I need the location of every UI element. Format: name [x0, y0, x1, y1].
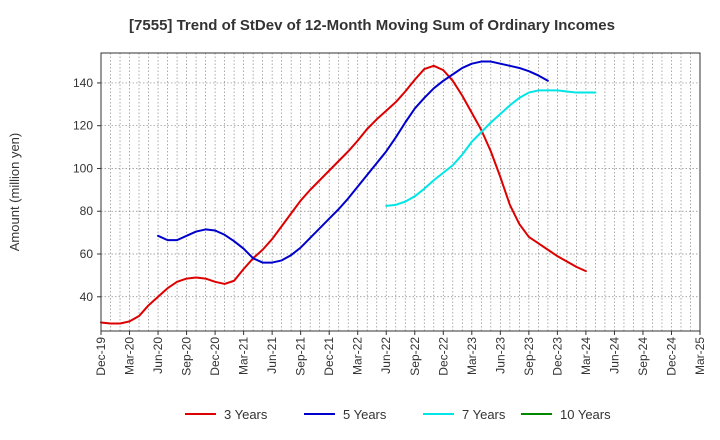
- x-tick-label: Mar-23: [465, 337, 479, 375]
- legend-item-7-years: 7 Years: [423, 407, 506, 422]
- legend-item-3-years: 3 Years: [185, 407, 268, 422]
- legend-label: 5 Years: [343, 407, 387, 422]
- x-tick-label: Sep-23: [522, 337, 536, 376]
- x-tick-label: Mar-25: [693, 337, 707, 375]
- x-tick-label: Dec-24: [664, 337, 678, 376]
- x-tick-label: Jun-21: [265, 337, 279, 374]
- legend-label: 10 Years: [560, 407, 611, 422]
- legend-label: 3 Years: [224, 407, 268, 422]
- x-tick-label: Jun-24: [607, 337, 621, 374]
- x-tick-label: Mar-20: [123, 337, 137, 375]
- x-tick-label: Mar-22: [351, 337, 365, 375]
- x-tick-label: Sep-20: [180, 337, 194, 376]
- legend-item-10-years: 10 Years: [521, 407, 611, 422]
- x-tick-label: Dec-23: [550, 337, 564, 376]
- x-tick-label: Dec-19: [94, 337, 108, 376]
- y-tick-label: 140: [73, 76, 93, 90]
- y-tick-label: 120: [73, 119, 93, 133]
- x-tick-label: Sep-22: [408, 337, 422, 376]
- y-tick-label: 40: [80, 290, 94, 304]
- legend-label: 7 Years: [462, 407, 506, 422]
- series-line-7-years: [385, 89, 597, 207]
- plot-frame: [100, 52, 701, 332]
- series-line-5-years: [157, 60, 549, 264]
- chart-title: [7555] Trend of StDev of 12-Month Moving…: [129, 17, 615, 34]
- grid: [101, 53, 700, 331]
- x-axis: Dec-19 Mar-20 Jun-20 Sep-20 Dec-20 Mar-21 Jun-…: [94, 331, 707, 376]
- x-tick-label: Sep-24: [636, 337, 650, 376]
- y-tick-label: 60: [80, 247, 94, 261]
- x-tick-label: Mar-24: [579, 337, 593, 375]
- x-tick-label: Jun-22: [379, 337, 393, 374]
- legend: 3 Years 5 Years 7 Years 10 Years: [185, 407, 611, 422]
- x-tick-label: Dec-21: [322, 337, 336, 376]
- y-tick-label: 100: [73, 161, 93, 175]
- y-tick-label: 80: [80, 204, 94, 218]
- y-axis-label: Amount (million yen): [7, 133, 22, 252]
- x-tick-label: Dec-22: [436, 337, 450, 376]
- x-tick-label: Mar-21: [237, 337, 251, 375]
- x-tick-label: Dec-20: [208, 337, 222, 376]
- series-layer: [100, 60, 597, 325]
- x-tick-label: Sep-21: [294, 337, 308, 376]
- x-tick-label: Jun-20: [151, 337, 165, 374]
- legend-item-5-years: 5 Years: [304, 407, 387, 422]
- x-tick-label: Jun-23: [493, 337, 507, 374]
- series-line-3-years: [100, 64, 587, 325]
- y-axis: 40 60 80 100 120 140: [73, 76, 101, 304]
